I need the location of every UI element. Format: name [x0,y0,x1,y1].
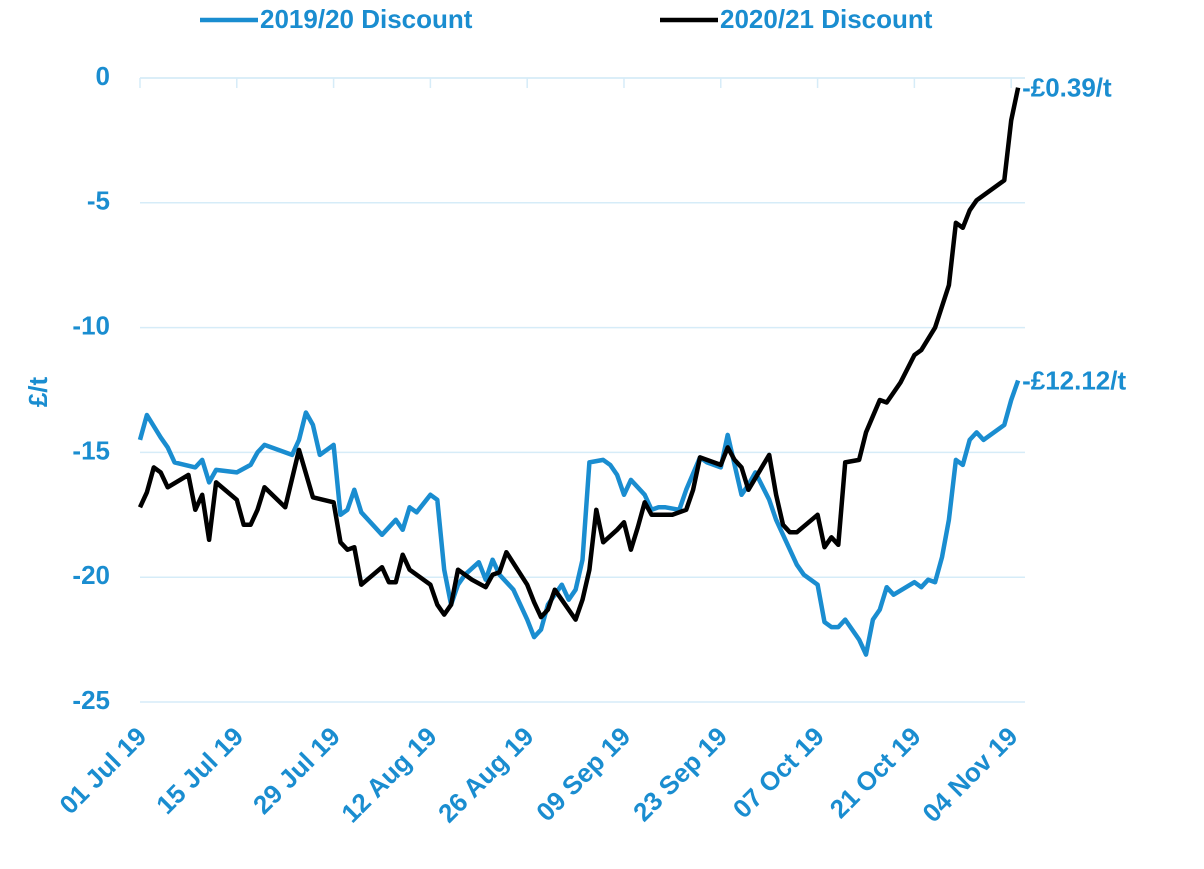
y-tick-label: -5 [87,186,110,216]
x-tick-label: 07 Oct 19 [727,721,830,824]
x-tick-label: 12 Aug 19 [335,721,442,828]
legend-label: 2020/21 Discount [720,4,933,34]
legend-label: 2019/20 Discount [260,4,473,34]
end-label: -£12.12/t [1022,365,1126,395]
end-label: -£0.39/t [1022,73,1112,103]
x-tick-label: 21 Oct 19 [824,721,927,824]
series-line [137,87,1021,622]
y-tick-label: 0 [96,61,110,91]
x-tick-label: 29 Jul 19 [247,721,346,820]
y-tick-label: -20 [72,560,110,590]
y-tick-label: -15 [72,435,110,465]
y-tick-label: -25 [72,685,110,715]
x-tick-label: 09 Sep 19 [530,721,636,827]
x-tick-label: 15 Jul 19 [150,721,249,820]
y-axis-label: £/t [23,376,53,407]
x-tick-label: 01 Jul 19 [53,721,152,820]
x-tick-label: 26 Aug 19 [432,721,539,828]
y-tick-label: -10 [72,310,110,340]
x-tick-label: 04 Nov 19 [916,721,1023,828]
x-tick-label: 23 Sep 19 [627,721,733,827]
series-line [137,379,1021,657]
